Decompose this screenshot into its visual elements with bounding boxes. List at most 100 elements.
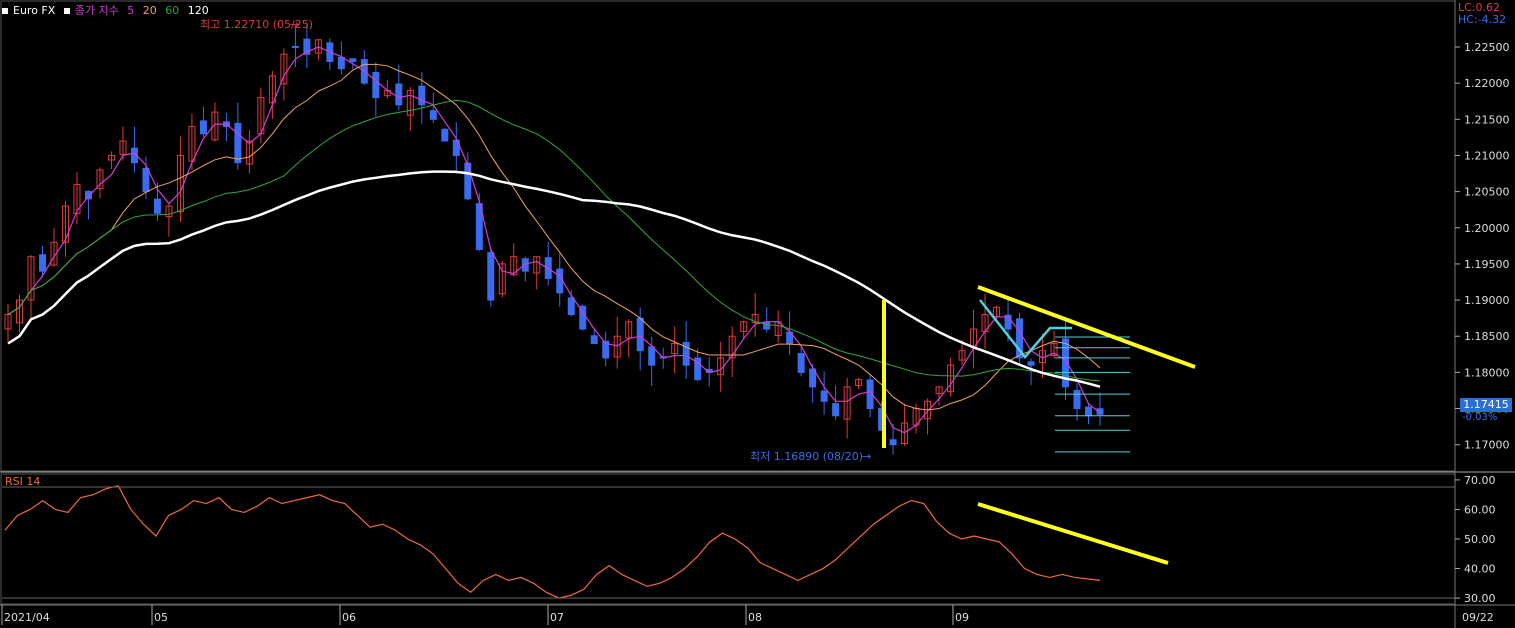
x-tick-label: 09 (955, 611, 969, 624)
candle-body (866, 379, 874, 410)
candle-body (510, 256, 518, 276)
candle-body (1096, 408, 1104, 415)
high-arrow-icon: → (290, 18, 299, 31)
x-tick-label: 08 (748, 611, 762, 624)
candle-body (1027, 361, 1035, 366)
ma120-label: 120 (187, 4, 209, 17)
candle-body (406, 89, 414, 116)
ma5-line (7, 46, 1101, 434)
candle-body (337, 56, 345, 70)
candle-body (245, 140, 253, 165)
rsi-tick-label: 60.00 (1464, 503, 1496, 516)
candle-body (1016, 318, 1024, 359)
candle-body (349, 58, 357, 62)
rsi-line (4, 485, 1101, 599)
price-tick-label: 1.18500 (1464, 330, 1510, 343)
ma-label: 종가 지수 (74, 4, 119, 17)
candle-body (487, 252, 495, 301)
price-tick-label: 1.22500 (1464, 41, 1510, 54)
candle-body (579, 305, 587, 330)
candle-body (119, 140, 127, 155)
symbol-square-icon (2, 8, 8, 14)
candle-body (1073, 389, 1081, 410)
candle-body (291, 45, 299, 48)
candle-body (832, 403, 840, 417)
candle-body (625, 321, 633, 339)
price-tick-label: 1.19000 (1464, 294, 1510, 307)
candle-body (452, 139, 460, 156)
candle-body (590, 335, 598, 344)
trendlines: →→ (290, 18, 1196, 565)
x-tick-label: 05 (154, 611, 168, 624)
price-panel-frame (0, 0, 1456, 472)
candle-body (165, 205, 173, 218)
ma5-label: 5 (127, 4, 135, 17)
price-tick-label: 1.20000 (1464, 222, 1510, 235)
candle-body (820, 390, 828, 402)
candle-body (73, 183, 81, 214)
candle-body (50, 241, 58, 266)
rsi-panel-frame (0, 473, 1456, 605)
candle-body (567, 297, 575, 316)
candle-body (763, 321, 771, 330)
candle-body (901, 422, 909, 445)
candle-body (211, 111, 219, 141)
moving-averages (7, 46, 1101, 434)
candle-body (935, 386, 943, 395)
rsi-title: RSI 14 (5, 475, 40, 488)
date-x-axis: 2021/04 05 06 07 08 09 09/22 (1, 605, 1494, 625)
price-tick-label: 1.21500 (1464, 113, 1510, 126)
candle-body (429, 110, 437, 120)
candle-body (395, 83, 403, 106)
rsi-tick-label: 50.00 (1464, 533, 1496, 546)
candle-body (234, 122, 242, 164)
candle-body (682, 341, 690, 366)
low-arrow-icon: → (862, 450, 871, 463)
candle-body (303, 38, 311, 55)
candle-body (694, 357, 702, 381)
candle-body (107, 154, 115, 161)
wave-pattern (979, 299, 1072, 359)
candle-body (728, 335, 736, 359)
price-tick-label: 1.19500 (1464, 258, 1510, 271)
candle-body (142, 167, 150, 193)
ma60-line (7, 99, 1101, 382)
candle-body (855, 379, 863, 386)
candle-body (96, 169, 104, 190)
rsi-tick-label: 30.00 (1464, 592, 1496, 605)
price-tick-label: 1.22000 (1464, 77, 1510, 90)
candle-body (958, 350, 966, 361)
ma-square-icon (63, 8, 70, 14)
candle-body (636, 317, 644, 352)
price-trendline (977, 285, 1196, 369)
candle-body (418, 85, 426, 106)
candlestick-series (4, 22, 1104, 455)
candle-body (740, 321, 748, 332)
candle-body (84, 190, 92, 200)
price-tick-label: 1.21000 (1464, 149, 1510, 162)
lc-hc-readout: LC:0.62 HC:-4.32 (1458, 2, 1506, 26)
candle-body (153, 198, 161, 214)
candle-body (751, 314, 759, 323)
candle-body (441, 128, 449, 142)
price-tick-label: 1.20500 (1464, 186, 1510, 199)
candle-body (188, 126, 196, 162)
rsi-series (4, 485, 1101, 599)
chart-header: Euro FX 종가 지수 5 20 60 120 (2, 2, 214, 18)
candle-body (199, 120, 207, 135)
candle-body (602, 340, 610, 359)
lc-value: LC:0.62 (1458, 1, 1501, 14)
candle-body (843, 386, 851, 420)
candle-body (533, 256, 541, 274)
candle-body (556, 268, 564, 294)
current-price-badge: 1.17415 (1460, 398, 1512, 412)
candle-body (1085, 406, 1093, 417)
hc-value: HC:-4.32 (1458, 13, 1507, 26)
candle-body (889, 439, 897, 446)
ma20-label: 20 (142, 4, 157, 17)
candle-body (27, 256, 35, 301)
low-label: 최저 1.16890 (08/20) (750, 450, 863, 463)
candle-body (61, 205, 69, 243)
candle-body (314, 39, 322, 54)
